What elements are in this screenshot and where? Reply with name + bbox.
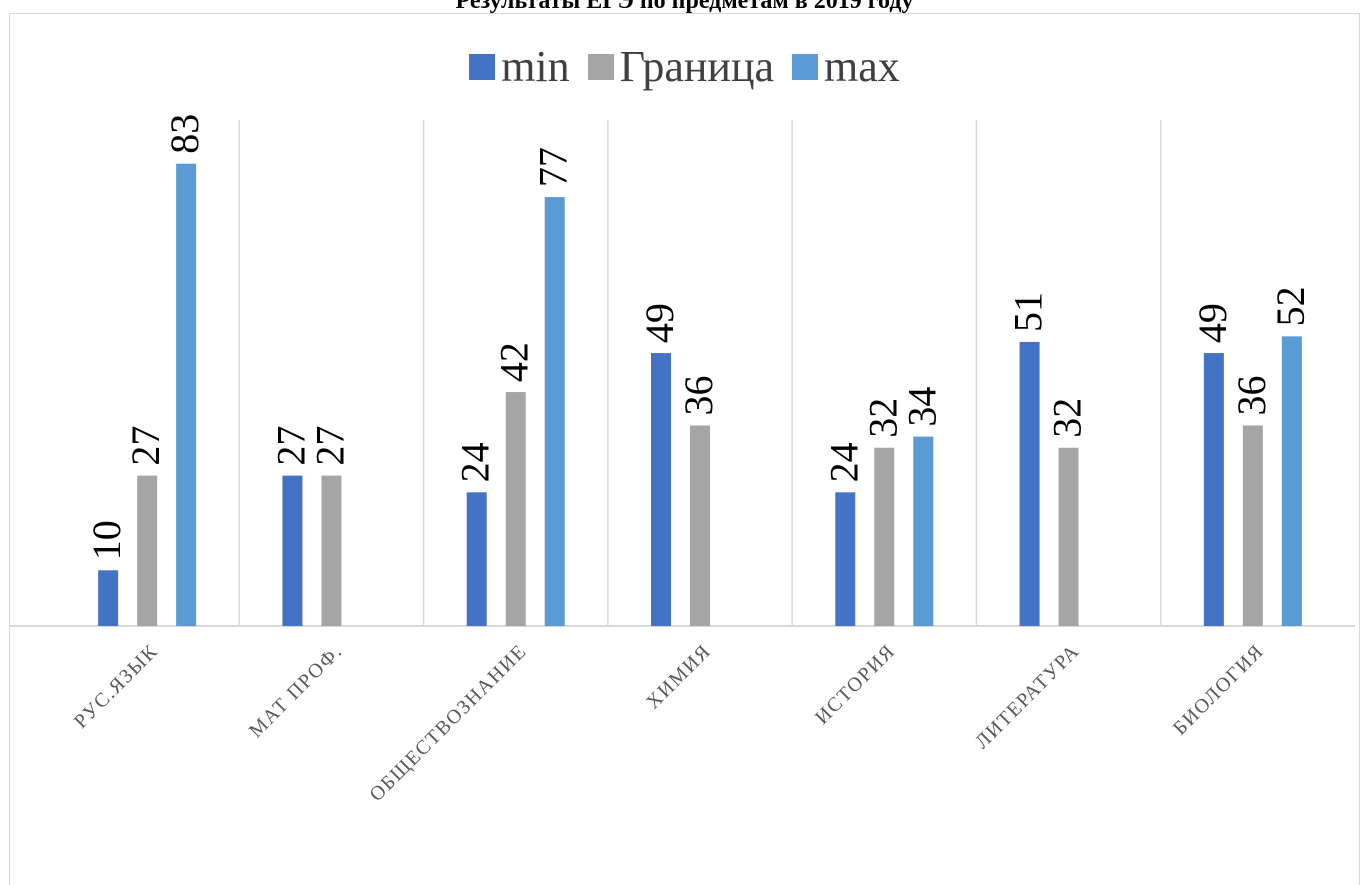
category-label-6: БИОЛОГИЯ <box>1169 640 1269 740</box>
bar-Граница-2 <box>505 392 526 626</box>
data-label-max-4: 34 <box>899 387 944 427</box>
data-label-min-3: 49 <box>637 303 682 343</box>
bar-min-4 <box>835 492 856 626</box>
legend-swatch-granitsa <box>587 54 614 80</box>
bar-Граница-1 <box>321 475 342 626</box>
bar-min-6 <box>1203 353 1224 626</box>
category-label-4: ИСТОРИЯ <box>811 640 900 729</box>
legend-item-min: min <box>469 40 570 94</box>
category-label-1: МАТ ПРОФ. <box>245 640 347 742</box>
category-label-3: ХИМИЯ <box>642 640 716 714</box>
legend: min Граница max <box>0 40 1369 94</box>
bar-Граница-4 <box>874 447 895 626</box>
data-label-min-5: 51 <box>1006 292 1051 332</box>
bar-Граница-5 <box>1058 447 1079 626</box>
data-label-min-4: 24 <box>821 442 866 482</box>
bar-Граница-3 <box>690 425 710 626</box>
bar-min-5 <box>1019 341 1040 626</box>
bar-max-2 <box>544 197 565 627</box>
data-label-Граница-6: 36 <box>1229 375 1274 415</box>
data-label-min-0: 10 <box>84 520 129 560</box>
chart-title: Результаты ЕГЭ по предметам в 2019 году <box>455 0 914 14</box>
data-label-max-0: 83 <box>162 114 207 154</box>
bar-Граница-6 <box>1242 425 1263 626</box>
data-label-Граница-0: 27 <box>123 426 168 466</box>
legend-label-min: min <box>501 42 570 91</box>
bar-min-2 <box>466 492 487 626</box>
data-label-min-6: 49 <box>1190 303 1235 343</box>
data-label-min-1: 27 <box>268 426 313 466</box>
legend-item-max: max <box>792 40 900 94</box>
bar-max-4 <box>913 436 934 626</box>
bar-min-1 <box>282 475 303 626</box>
data-label-Граница-4: 32 <box>860 398 905 438</box>
data-label-Граница-2: 42 <box>492 342 537 382</box>
category-label-0: РУС.ЯЗЫК <box>70 640 163 733</box>
category-label-2: ОБЩЕСТВОЗНАНИЕ <box>365 640 531 806</box>
bar-min-3 <box>651 353 671 626</box>
legend-swatch-min <box>469 54 496 80</box>
data-label-Граница-1: 27 <box>307 426 352 466</box>
data-label-min-2: 24 <box>453 442 498 482</box>
chart-frame <box>9 13 1360 885</box>
data-label-Граница-5: 32 <box>1045 398 1090 438</box>
data-label-max-2: 77 <box>531 147 576 187</box>
legend-swatch-max <box>792 54 819 80</box>
data-label-Граница-3: 36 <box>676 375 721 415</box>
bar-max-6 <box>1281 336 1302 626</box>
category-label-5: ЛИТЕРАТУРА <box>971 640 1084 753</box>
bar-min-0 <box>98 570 119 626</box>
data-label-max-6: 52 <box>1268 286 1313 326</box>
legend-label-granitsa: Граница <box>619 42 775 91</box>
bar-max-0 <box>176 163 197 626</box>
legend-label-max: max <box>824 42 900 91</box>
legend-item-granitsa: Граница <box>587 40 775 94</box>
bar-Граница-0 <box>137 475 158 626</box>
